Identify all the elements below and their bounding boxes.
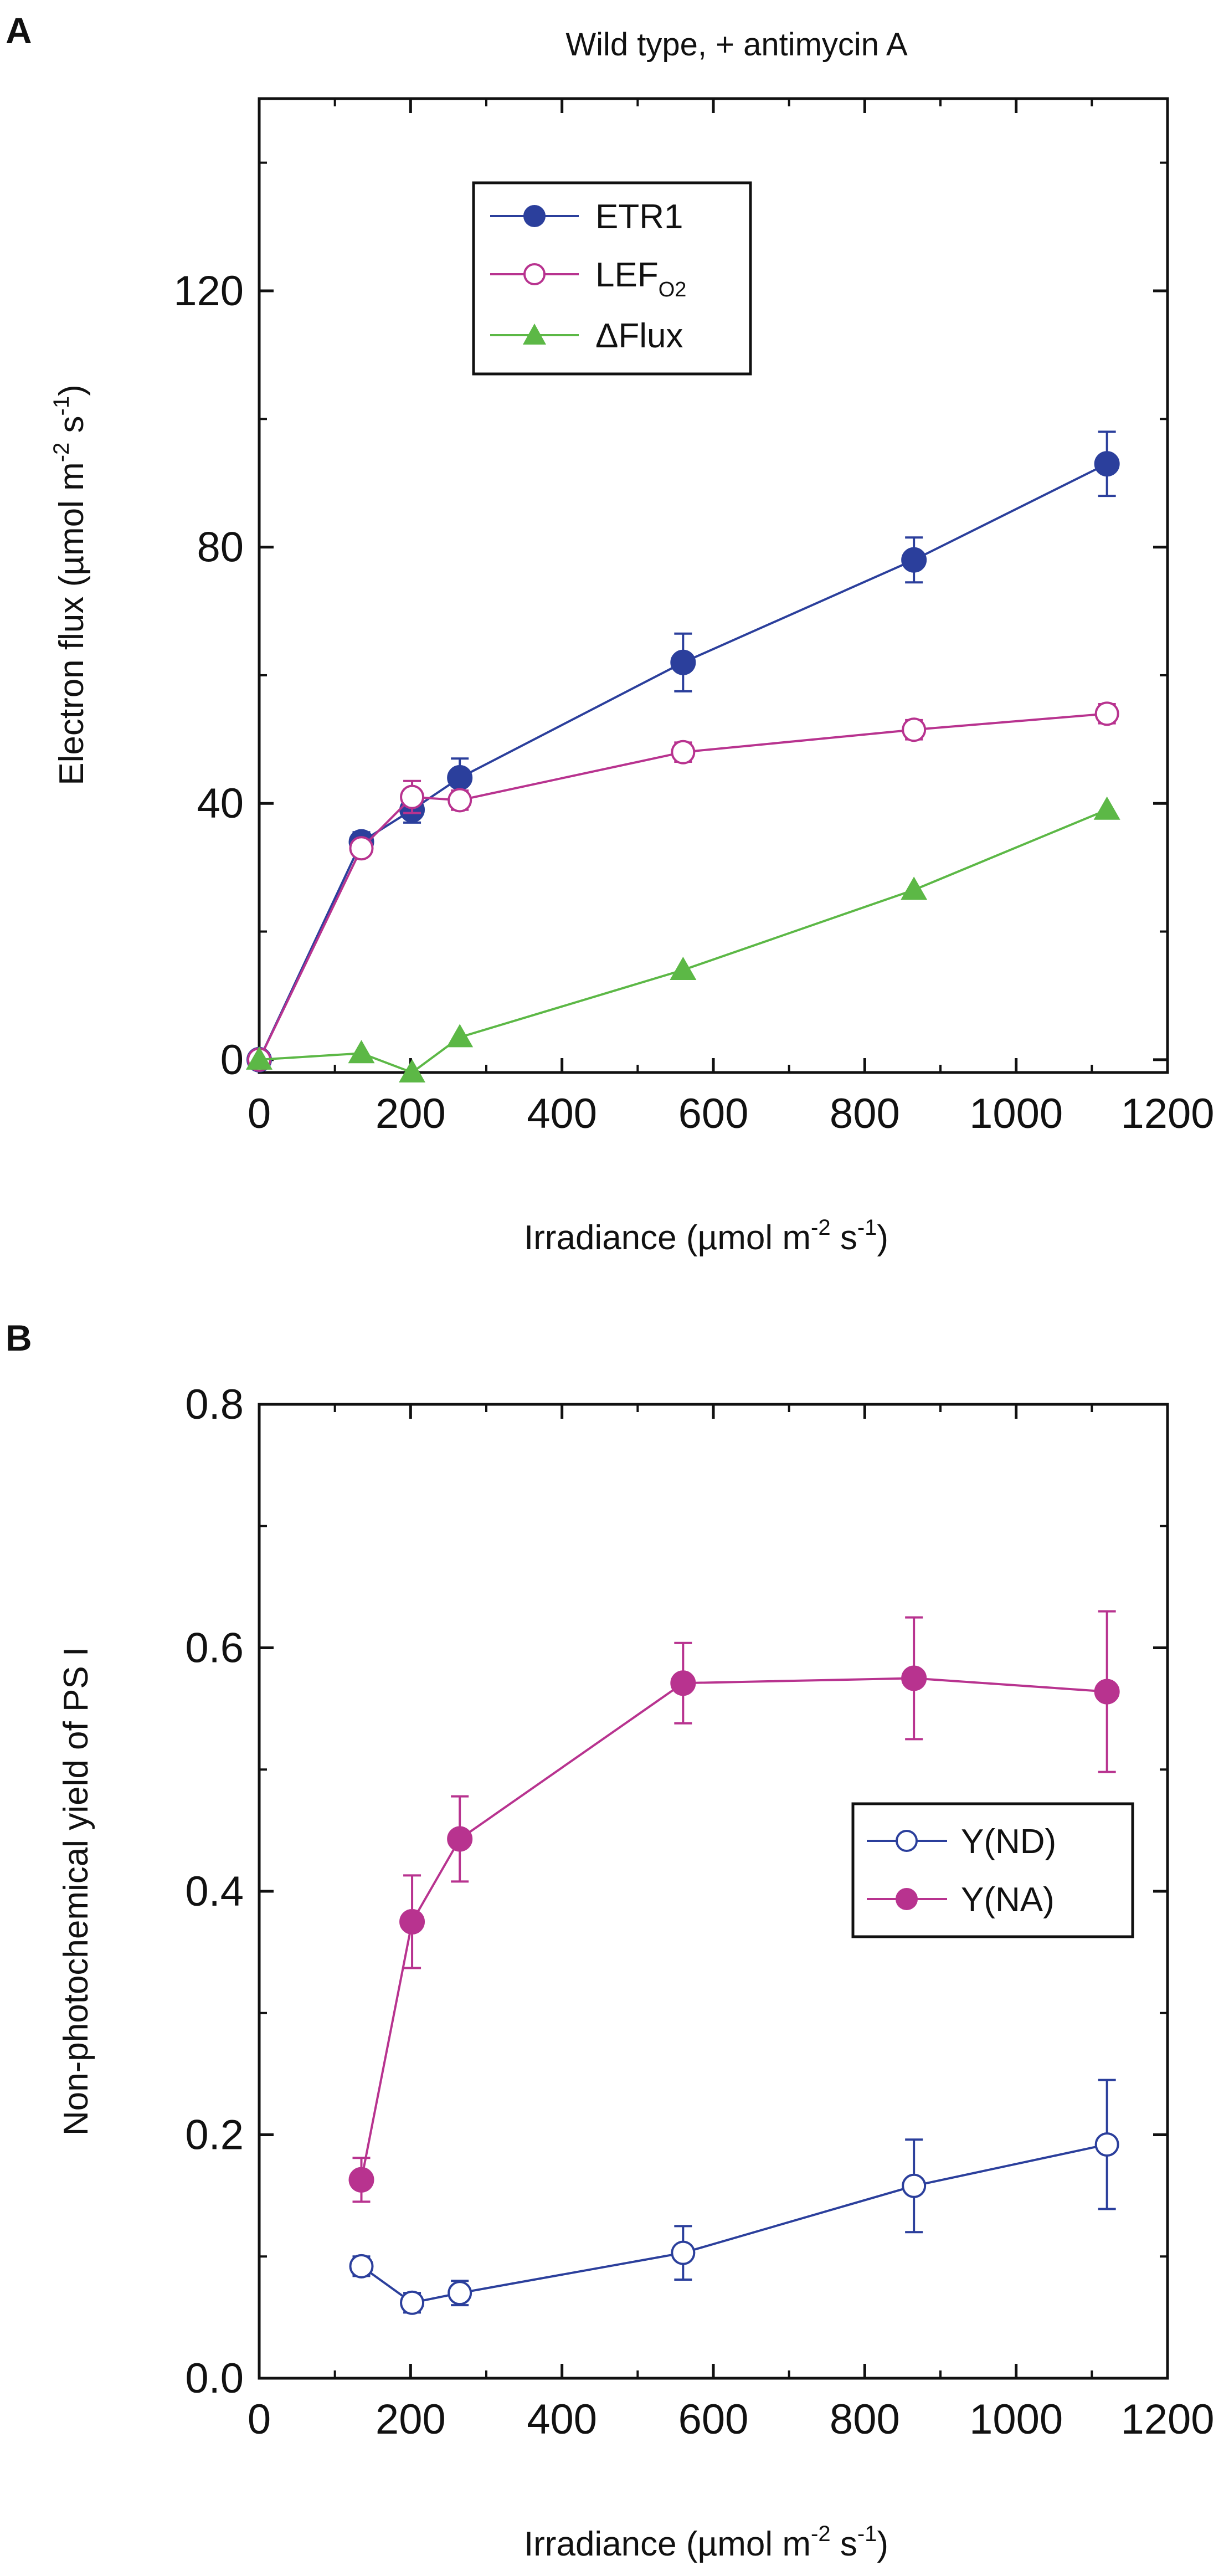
series-flux-point (348, 1040, 375, 1064)
series-y-nd-point (902, 2173, 927, 2198)
chart-b-ytick-label: 0.8 (185, 1381, 244, 1428)
chart-b-ytick-label: 0.0 (185, 2355, 244, 2402)
series-etr1-point (670, 649, 696, 675)
chart-a-xtick-label: 1200 (1120, 1090, 1214, 1137)
chart-a-ytick-label: 0 (220, 1036, 244, 1084)
series-y-na-point (348, 2167, 374, 2193)
chart-b-xtick-label: 1000 (969, 2396, 1063, 2443)
series-y-nd-point (349, 2254, 374, 2279)
panel-b-letter: B (6, 1317, 32, 1358)
chart-b-xtick-label: 200 (376, 2396, 446, 2443)
series-y-na-point (447, 1826, 473, 1852)
legend-etr1-marker (523, 205, 546, 227)
chart-b-xtick-label: 800 (830, 2396, 900, 2443)
series-y-nd-point (671, 2240, 696, 2265)
series-etr1-point (1094, 451, 1120, 477)
series-lef-o2-point (448, 788, 472, 813)
legend-dflux-marker (523, 324, 546, 345)
chart-a-xtick-label: 800 (830, 1090, 900, 1137)
legend-ynd-label: Y(ND) (961, 1823, 1056, 1861)
legend-lef-marker (523, 263, 546, 285)
series-y-na-point (670, 1670, 696, 1696)
series-flux-point (246, 1046, 272, 1070)
chart-a-ytick-label: 80 (197, 524, 244, 571)
series-flux-line (259, 808, 1108, 1074)
series-lef-o2-line (258, 712, 1107, 1060)
series-lef-o2-point (902, 717, 927, 742)
legend-ynd-marker (896, 1830, 918, 1852)
chart-a-title: Wild type, + antimycin A (565, 27, 908, 63)
panel-a-letter: A (6, 10, 32, 51)
legend-yna-label: Y(NA) (961, 1881, 1055, 1919)
legend-dflux-label: ΔFlux (595, 317, 683, 355)
chart-a-legend-box (472, 181, 752, 376)
series-y-nd-point (448, 2281, 472, 2306)
chart-a-xtick-label: 0 (248, 1090, 271, 1137)
chart-b-xtick-label: 1200 (1120, 2396, 1214, 2443)
chart-a-ylabel: Electron flux (µmol m-2 s-1) (49, 384, 91, 786)
chart-b-xtick-label: 400 (527, 2396, 597, 2443)
series-y-na-point (901, 1665, 927, 1691)
chart-b: 0 200 400 600 800 1000 1200 0.0 0.2 0.4 0.6 0.8 Non… (57, 1381, 1215, 2563)
series-y-nd-point (400, 2290, 425, 2315)
series-y-na-line (360, 1677, 1107, 2180)
chart-b-xtick-label: 0 (248, 2396, 271, 2443)
series-etr1-point (901, 547, 927, 573)
series-y-na-point (1094, 1679, 1120, 1705)
chart-b-xtick-label: 600 (678, 2396, 749, 2443)
chart-a-xtick-label: 400 (527, 1090, 597, 1137)
series-flux-point (399, 1059, 426, 1082)
chart-a-ytick-label: 120 (173, 268, 244, 315)
chart-a-legend: ETR1 LEFO2 ΔFlux (472, 181, 752, 376)
series-lef-o2-point (1094, 701, 1119, 726)
series-y-nd-point (1094, 2132, 1119, 2157)
chart-a: 0 200 400 600 800 1000 1200 0 40 80 120 Electron f… (49, 97, 1215, 1257)
legend-yna-marker (896, 1888, 918, 1910)
series-lef-o2-point (400, 784, 425, 809)
chart-b-ytick-label: 0.4 (185, 1868, 244, 1915)
chart-a-ytick-label: 40 (197, 780, 244, 827)
chart-b-xlabel: Irradiance (µmol m-2 s-1) (524, 2522, 888, 2563)
legend-etr1-label: ETR1 (595, 198, 683, 236)
series-y-na-point (399, 1908, 425, 1934)
series-flux-point (446, 1024, 474, 1048)
chart-a-xlabel: Irradiance (µmol m-2 s-1) (524, 1215, 888, 1257)
series-etr1-point (447, 764, 473, 791)
chart-a-xtick-label: 200 (376, 1090, 446, 1137)
chart-b-ytick-label: 0.6 (185, 1625, 244, 1672)
chart-a-xtick-label: 600 (678, 1090, 749, 1137)
chart-b-ytick-label: 0.2 (185, 2112, 244, 2159)
chart-b-legend-box (851, 1802, 1134, 1938)
chart-b-ylabel: Non-photochemical yield of PS I (57, 1647, 95, 2136)
chart-b-legend: Y(ND) Y(NA) (851, 1802, 1134, 1938)
series-flux-point (1093, 796, 1120, 820)
series-y-nd-line (361, 2143, 1108, 2304)
legend-lef-label: LEFO2 (595, 256, 686, 301)
series-lef-o2-point (349, 836, 374, 861)
series-flux-point (901, 876, 928, 900)
series-flux-point (670, 956, 697, 980)
series-lef-o2-point (671, 740, 696, 764)
chart-a-xtick-label: 1000 (969, 1090, 1063, 1137)
